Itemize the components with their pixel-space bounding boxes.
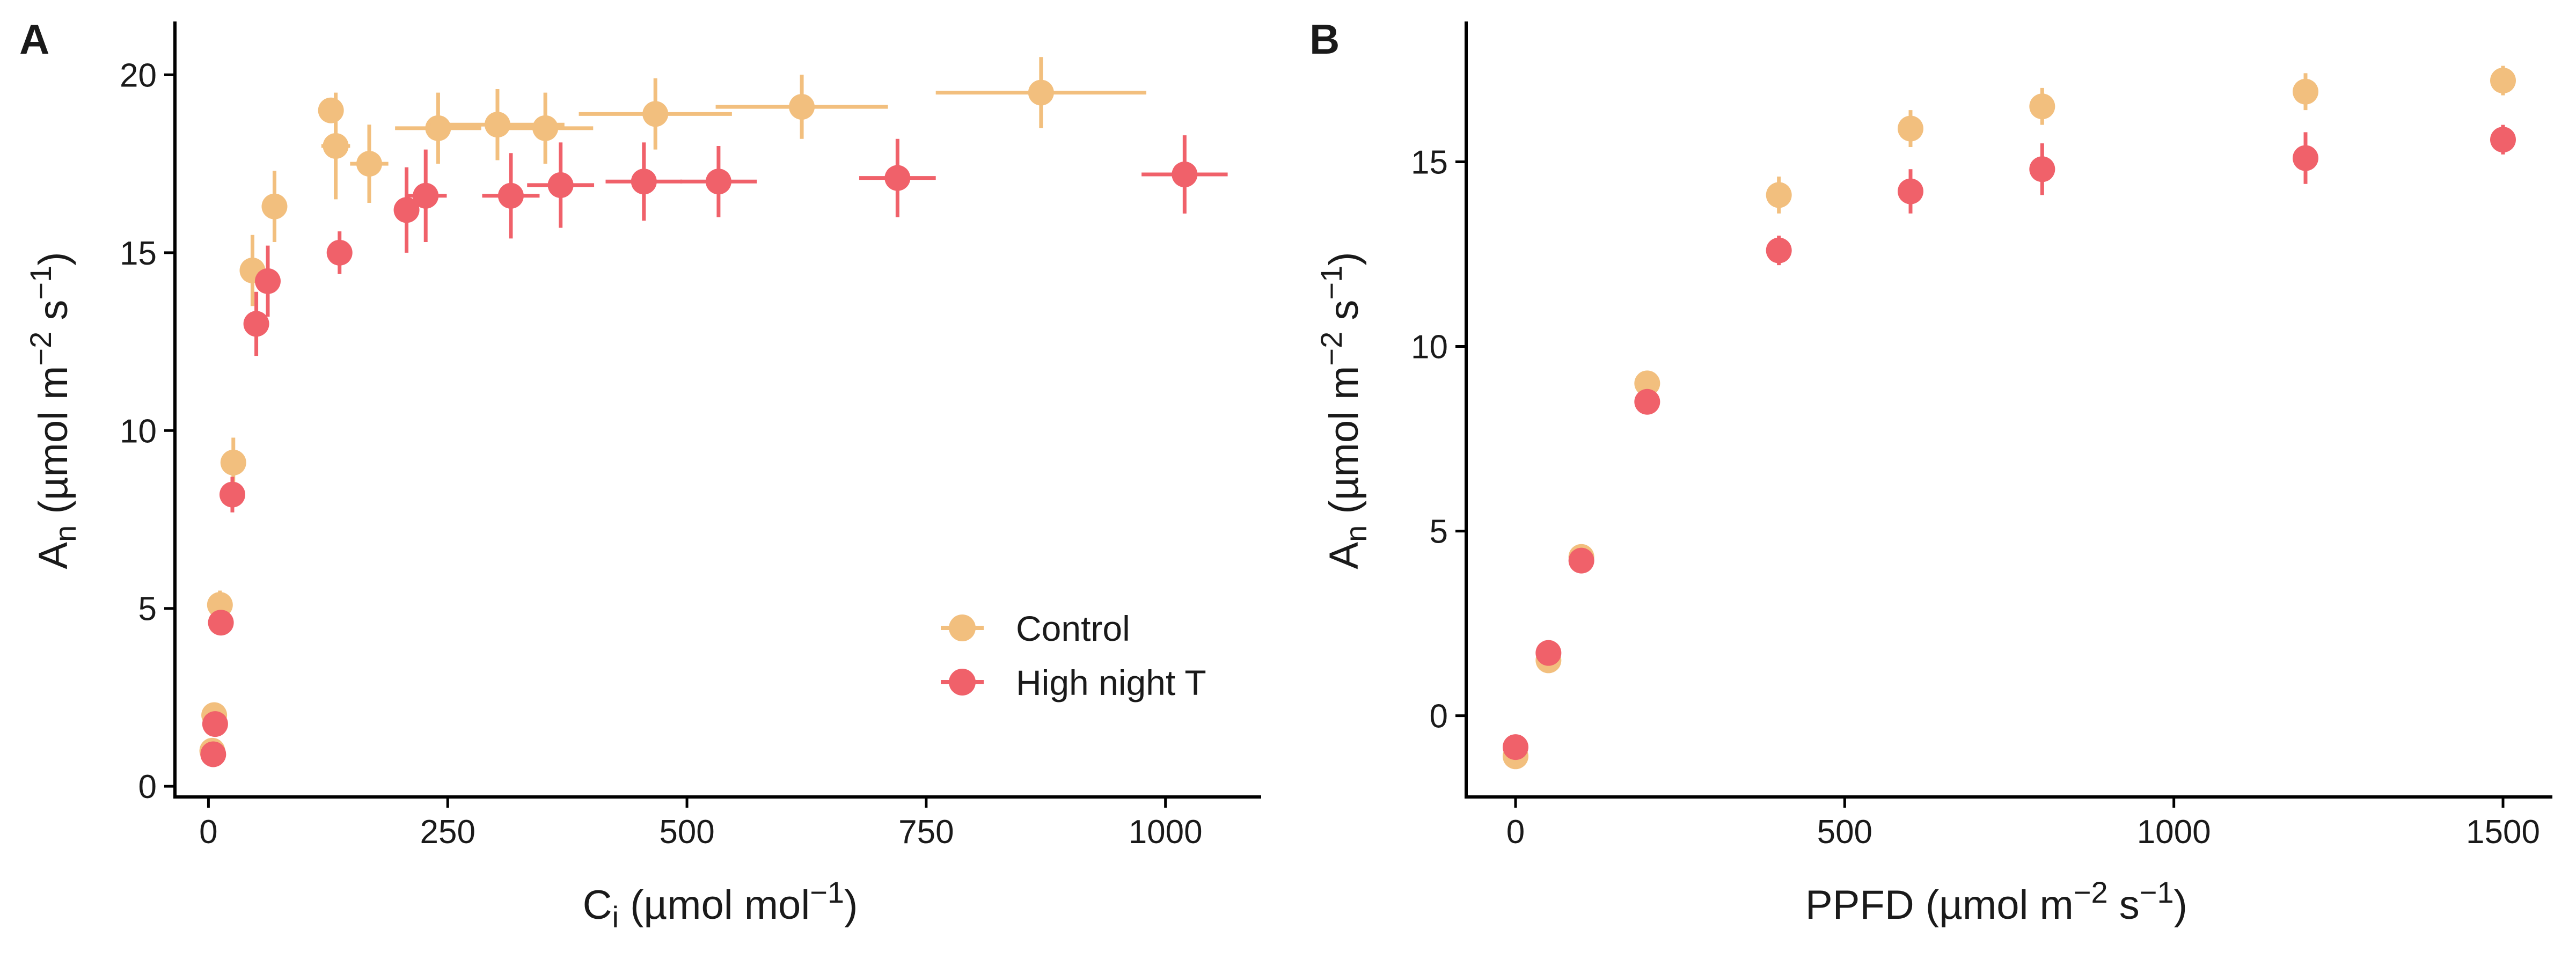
panel-b-y-tick-label-2: 10 bbox=[1411, 329, 1448, 366]
legend-entry-high-night-t: High night T bbox=[941, 663, 1206, 702]
panel-b-high-night-t-point-8 bbox=[2490, 127, 2516, 153]
panel-a-x-tick-label-0: 0 bbox=[199, 814, 217, 851]
panel-b-axes: 0 500 1000 1500 0 5 10 15 bbox=[1411, 21, 2552, 851]
panel-b-x-tick-label-1: 500 bbox=[1817, 814, 1872, 851]
panel-a-y-tick-label-2: 10 bbox=[120, 413, 157, 450]
panel-a-high-night-t-point-0 bbox=[200, 741, 226, 767]
panel-b-x-tick-label-2: 1000 bbox=[2137, 814, 2211, 851]
panel-b-control-point-3 bbox=[1634, 370, 1660, 397]
panel-a-high-night-t-point-2 bbox=[208, 610, 234, 636]
panel-a-high-night-t-point-1 bbox=[202, 711, 228, 737]
panel-b-high-night-t-point-5 bbox=[1898, 178, 1923, 204]
panel-a-high-night-t-point-9 bbox=[497, 182, 524, 209]
panel-b-high-night-t-point-0 bbox=[1503, 734, 1528, 760]
panel-b-y-tick-label-0: 0 bbox=[1430, 698, 1448, 735]
panel-a-control-point-11 bbox=[532, 115, 559, 141]
panel-a-y-tick-label-3: 15 bbox=[120, 235, 157, 272]
panel-b-control-point-7 bbox=[2293, 78, 2318, 105]
panel-a-x-tick-label-4: 1000 bbox=[1129, 814, 1203, 851]
panel-b: B 0 500 1000 1500 0 5 10 15 PPFD (µmol m−2 s−1)… bbox=[1309, 16, 2552, 928]
panel-a-high-night-t-point-4 bbox=[243, 311, 269, 337]
panel-b-high-night-t-point-1 bbox=[1535, 640, 1562, 666]
panel-a-control-point-3 bbox=[220, 449, 246, 475]
panel-b-x-tick-label-0: 0 bbox=[1506, 814, 1525, 851]
panel-a-legend: Control High night T bbox=[941, 609, 1206, 702]
panel-a-y-tick-label-4: 20 bbox=[120, 57, 157, 94]
panel-a-control-point-9 bbox=[425, 115, 451, 141]
panel-b-xlabel: PPFD (µmol m−2 s−1) bbox=[1805, 875, 2187, 928]
legend-high-night-t-label: High night T bbox=[1016, 663, 1206, 702]
panel-a-y-tick-label-0: 0 bbox=[138, 769, 157, 806]
panel-a-high-night-t-point-5 bbox=[254, 268, 281, 294]
panel-a-high-night-t-point-11 bbox=[631, 169, 657, 195]
panel-a-high-night-t-point-14 bbox=[1172, 162, 1198, 188]
panel-a-control-point-10 bbox=[484, 112, 510, 138]
panel-a-marks bbox=[199, 57, 1228, 767]
panel-a-control-point-7 bbox=[323, 133, 349, 159]
panel-a-axes: 0 250 500 750 1000 0 5 10 15 20 bbox=[120, 21, 1261, 851]
legend-high-night-t-key-marker bbox=[949, 669, 976, 696]
panel-a-x-tick-label-2: 500 bbox=[659, 814, 714, 851]
panel-a-control-point-6 bbox=[318, 97, 344, 123]
panel-b-x-tick-label-3: 1500 bbox=[2466, 814, 2540, 851]
panel-a-control-point-14 bbox=[1028, 79, 1054, 106]
panel-a: A 0 250 500 750 1000 0 5 10 15 20 Control High ni… bbox=[19, 16, 1261, 934]
panel-b-control-point-5 bbox=[1898, 115, 1923, 142]
legend-entry-control: Control bbox=[941, 609, 1130, 648]
panel-a-high-night-t-point-3 bbox=[219, 481, 245, 508]
panel-a-tag: A bbox=[19, 16, 49, 63]
panel-a-x-tick-label-1: 250 bbox=[420, 814, 475, 851]
panel-a-ylabel: An (µmol m−2 s−1) bbox=[24, 252, 82, 569]
panel-b-marks bbox=[1503, 65, 2516, 770]
panel-a-high-night-t-point-10 bbox=[547, 172, 574, 198]
panel-a-x-tick-label-3: 750 bbox=[898, 814, 954, 851]
panel-a-high-night-t-point-8 bbox=[413, 182, 439, 209]
panel-b-control-point-6 bbox=[2029, 93, 2055, 120]
panel-b-control-point-8 bbox=[2490, 68, 2516, 94]
panel-a-control-point-13 bbox=[789, 94, 815, 120]
panel-a-high-night-t-point-13 bbox=[884, 165, 911, 191]
panel-a-high-night-t-point-12 bbox=[705, 169, 731, 195]
panel-b-ylabel: An (µmol m−2 s−1) bbox=[1314, 252, 1373, 569]
panel-a-control-point-8 bbox=[356, 151, 383, 177]
legend-control-key-marker bbox=[949, 614, 976, 641]
panel-a-y-tick-label-1: 5 bbox=[138, 591, 157, 628]
panel-b-y-tick-label-3: 15 bbox=[1411, 144, 1448, 181]
panel-a-xlabel: Ci (µmol mol−1) bbox=[583, 875, 858, 934]
panel-b-tag: B bbox=[1309, 16, 1340, 63]
panel-b-control-point-4 bbox=[1766, 182, 1792, 208]
panel-b-y-tick-label-1: 5 bbox=[1430, 514, 1448, 551]
panel-b-high-night-t-point-3 bbox=[1634, 389, 1660, 415]
panel-a-control-point-5 bbox=[261, 193, 288, 219]
panel-a-control-point-12 bbox=[642, 101, 669, 127]
panel-b-high-night-t-point-2 bbox=[1568, 547, 1594, 574]
panel-b-high-night-t-point-4 bbox=[1766, 237, 1792, 264]
panel-b-high-night-t-point-7 bbox=[2293, 145, 2318, 171]
panel-a-high-night-t-point-7 bbox=[393, 197, 420, 223]
panel-b-high-night-t-point-6 bbox=[2029, 156, 2055, 182]
legend-control-label: Control bbox=[1016, 609, 1130, 648]
panel-a-high-night-t-point-6 bbox=[326, 239, 353, 266]
